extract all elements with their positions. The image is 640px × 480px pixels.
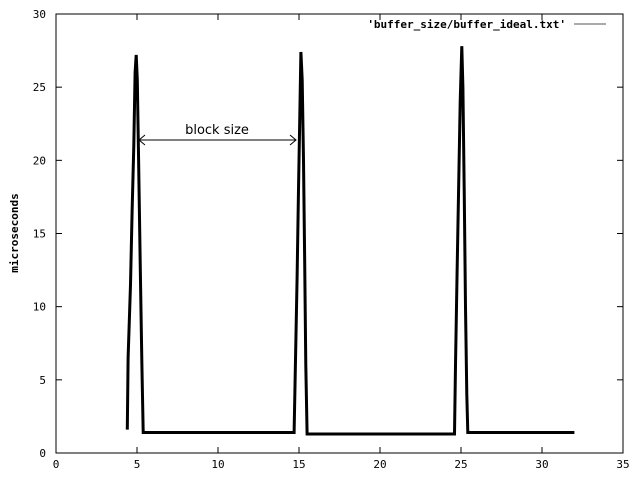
y-tick-label: 15 bbox=[33, 228, 46, 241]
y-axis-label: microseconds bbox=[8, 193, 21, 272]
x-axis-ticks: 0 5 10 15 20 25 30 35 bbox=[53, 14, 630, 471]
annotation-block-size: block size bbox=[138, 123, 297, 146]
y-tick-label: 10 bbox=[33, 301, 46, 314]
annotation-arrowhead-left bbox=[138, 134, 146, 146]
x-tick-label: 10 bbox=[211, 458, 224, 471]
x-tick-label: 25 bbox=[454, 458, 467, 471]
x-tick-label: 5 bbox=[134, 458, 141, 471]
y-tick-label: 30 bbox=[33, 8, 46, 21]
y-tick-label: 25 bbox=[33, 81, 46, 94]
legend-label: 'buffer_size/buffer_ideal.txt' bbox=[367, 18, 566, 31]
series-layer bbox=[125, 46, 575, 436]
y-tick-label: 5 bbox=[39, 374, 46, 387]
legend: 'buffer_size/buffer_ideal.txt' bbox=[367, 18, 606, 31]
x-tick-label: 35 bbox=[616, 458, 629, 471]
x-tick-label: 15 bbox=[292, 458, 305, 471]
annotation-arrowhead-right bbox=[289, 134, 297, 146]
y-tick-label: 20 bbox=[33, 154, 46, 167]
x-tick-label: 0 bbox=[53, 458, 60, 471]
series-line bbox=[125, 46, 575, 436]
y-axis-ticks: 0 5 10 15 20 25 30 bbox=[33, 8, 623, 460]
y-tick-label: 0 bbox=[39, 447, 46, 460]
x-tick-label: 20 bbox=[373, 458, 386, 471]
x-tick-label: 30 bbox=[535, 458, 548, 471]
annotation-label: block size bbox=[185, 123, 249, 138]
